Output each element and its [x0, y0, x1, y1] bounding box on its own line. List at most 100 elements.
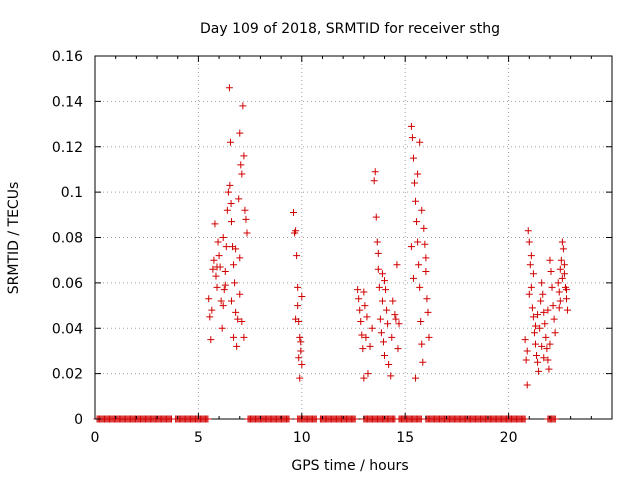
data-point [550, 315, 558, 323]
data-point [208, 306, 216, 314]
data-point [394, 345, 402, 353]
data-point [220, 286, 228, 294]
data-point [417, 317, 425, 325]
data-point [527, 252, 535, 260]
data-point [382, 286, 390, 294]
y-tick-label: 0.08 [52, 231, 83, 247]
data-point [370, 177, 378, 185]
x-tick-label: 0 [91, 430, 100, 446]
data-point [423, 295, 431, 303]
data-point [558, 274, 566, 282]
data-point [531, 322, 539, 330]
data-point [523, 347, 531, 355]
data-point [364, 370, 372, 378]
data-point [356, 306, 364, 314]
data-point [536, 324, 544, 332]
data-point [539, 290, 547, 298]
data-point [389, 297, 397, 305]
data-point [234, 315, 242, 323]
data-point [354, 286, 362, 294]
data-point [534, 311, 542, 319]
data-point [290, 209, 298, 217]
data-point [378, 270, 386, 278]
data-point [237, 161, 245, 169]
data-point [534, 358, 542, 366]
data-point [542, 333, 550, 341]
data-point [231, 279, 239, 287]
data-point [549, 302, 557, 310]
data-point [360, 374, 368, 382]
data-point [425, 333, 433, 341]
data-point [556, 265, 564, 273]
data-point [416, 283, 424, 291]
data-point [418, 340, 426, 348]
data-point [373, 238, 381, 246]
data-point [529, 313, 537, 321]
data-point [293, 252, 301, 260]
data-point [422, 268, 430, 276]
data-point [412, 374, 420, 382]
y-tick-label: 0.16 [52, 49, 83, 65]
data-point [212, 272, 220, 280]
grid-lines [95, 56, 612, 419]
data-point [378, 297, 386, 305]
data-point [563, 295, 571, 303]
data-point [381, 351, 389, 359]
data-point [524, 227, 532, 235]
data-point [411, 179, 419, 187]
data-point [560, 261, 568, 269]
y-tick-label: 0.06 [52, 276, 83, 292]
y-tick-label: 0.02 [52, 367, 83, 383]
data-point [213, 263, 221, 271]
data-point [388, 333, 396, 341]
data-point [374, 265, 382, 273]
data-point [204, 415, 212, 423]
data-point [297, 347, 305, 355]
data-point [559, 245, 567, 253]
data-point [230, 261, 238, 269]
data-point [292, 227, 300, 235]
data-point [521, 336, 529, 344]
data-point [371, 168, 379, 176]
chart-title: Day 109 of 2018, SRMTID for receiver sth… [200, 21, 500, 37]
x-tick-label: 15 [396, 430, 414, 446]
data-point [209, 265, 217, 273]
plot-frame [94, 55, 613, 420]
data-point [416, 138, 424, 146]
data-point [528, 304, 536, 312]
data-point [540, 308, 548, 316]
data-point [420, 224, 428, 232]
data-point [422, 254, 430, 262]
data-point [375, 283, 383, 291]
data-point [563, 286, 571, 294]
data-point [521, 415, 529, 423]
data-point [535, 367, 543, 375]
x-tick-label: 5 [194, 430, 203, 446]
data-point [238, 317, 246, 325]
data-point [374, 249, 382, 257]
data-point [213, 283, 221, 291]
data-point [538, 279, 546, 287]
data-point [414, 238, 422, 246]
data-point [393, 261, 401, 269]
data-point [294, 283, 302, 291]
data-point [227, 218, 235, 226]
data-point [415, 261, 423, 269]
y-tick-label: 0.14 [52, 94, 83, 110]
x-tick-label: 20 [500, 430, 518, 446]
data-point [384, 320, 392, 328]
data-point [222, 243, 230, 251]
data-point [205, 295, 213, 303]
data-point [232, 308, 240, 316]
data-point [541, 320, 549, 328]
data-point [296, 333, 304, 341]
data-point [414, 170, 422, 178]
data-point [391, 311, 399, 319]
data-point [387, 372, 395, 380]
data-point [407, 243, 415, 251]
data-point [227, 297, 235, 305]
data-point [363, 313, 371, 321]
data-point [551, 329, 559, 337]
data-point [226, 181, 234, 189]
data-point [221, 268, 229, 276]
